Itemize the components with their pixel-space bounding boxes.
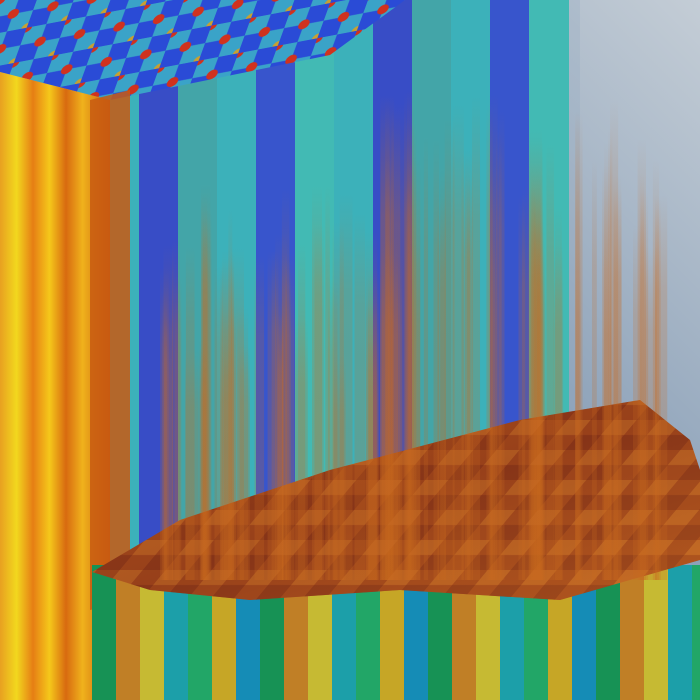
plume (546, 143, 554, 581)
plume (276, 313, 284, 580)
plume (433, 139, 440, 580)
plume (203, 217, 209, 580)
plume (354, 213, 366, 580)
plume (632, 224, 642, 580)
plume (174, 276, 182, 580)
plume (333, 355, 346, 580)
plume (437, 197, 446, 580)
plume (518, 195, 526, 581)
plume (391, 108, 401, 581)
plume (444, 118, 455, 580)
cylinder-stripe (644, 565, 669, 700)
plume (406, 121, 417, 580)
plume (640, 189, 649, 580)
plume (575, 112, 583, 580)
left-face (0, 72, 110, 700)
plume (285, 252, 295, 581)
cylinder-stripe (620, 565, 645, 700)
plume (271, 250, 276, 581)
plume (498, 110, 505, 580)
plume (298, 243, 306, 580)
cylinder-stripe (692, 565, 700, 700)
plume (161, 291, 167, 580)
top-checker (0, 0, 405, 100)
plume (230, 248, 244, 580)
plume (214, 266, 223, 580)
plume (490, 168, 496, 580)
plume (536, 246, 546, 580)
plume (325, 184, 330, 580)
plume (281, 189, 290, 581)
plume (239, 345, 250, 580)
plume (555, 207, 562, 581)
plume (610, 98, 619, 581)
plume (486, 104, 493, 581)
plume (467, 177, 472, 580)
plume (368, 340, 379, 580)
cylinder-stripe (92, 565, 117, 700)
plume (327, 280, 338, 580)
plume (604, 142, 611, 580)
plume (314, 223, 324, 580)
left-side (90, 90, 130, 610)
plume (382, 238, 394, 581)
plume (185, 246, 195, 580)
plume (452, 103, 464, 580)
plume (655, 198, 661, 580)
plumes (160, 89, 668, 581)
cylinder-stripe (116, 565, 141, 700)
plume (254, 255, 265, 581)
plume (591, 159, 597, 580)
plume (423, 136, 429, 581)
plume (472, 95, 481, 581)
plume (531, 174, 541, 580)
cylinder-stripe (668, 565, 693, 700)
